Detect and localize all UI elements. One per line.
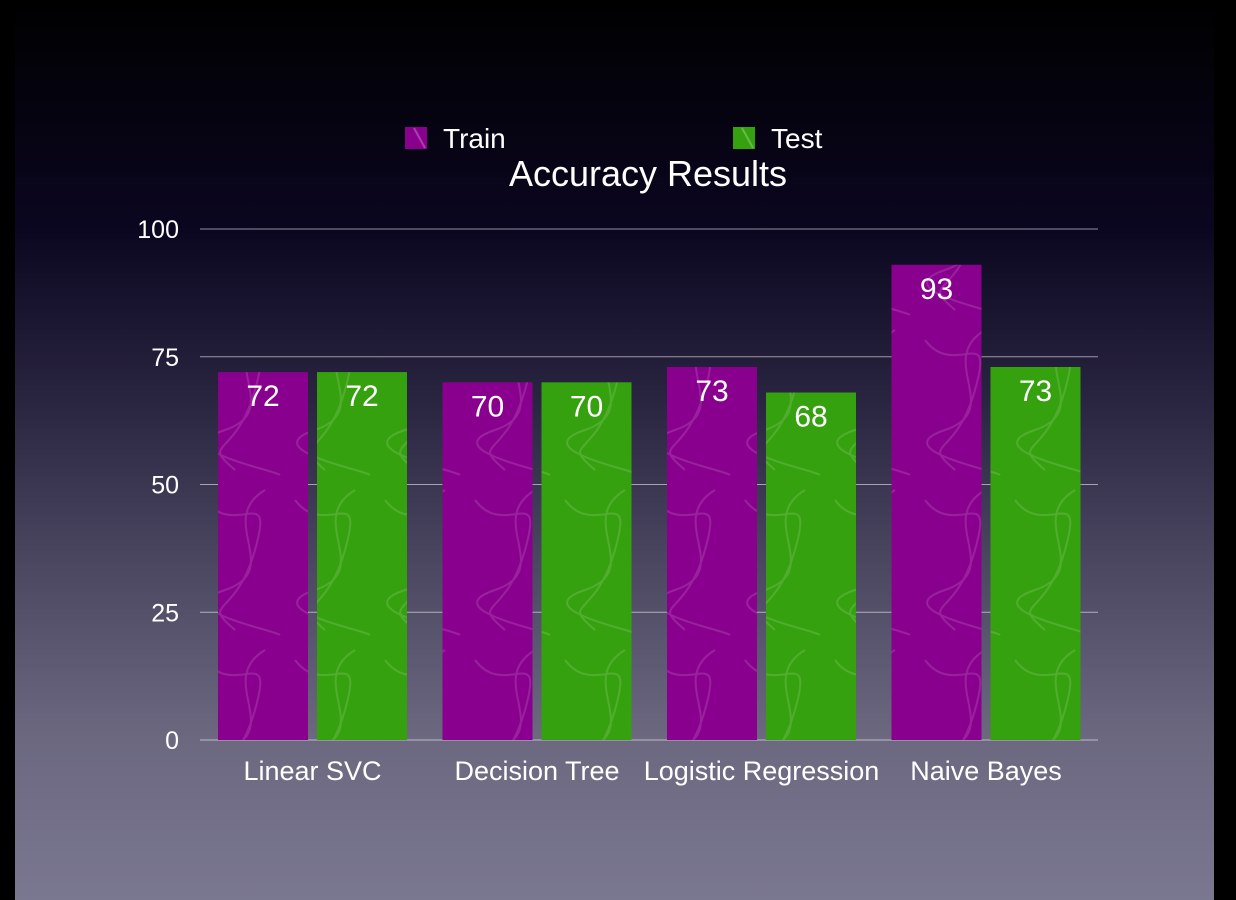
- bar-texture: [766, 392, 856, 740]
- text-layer: Accuracy Results 0 25 50 75 100 72 72 Linear SV…: [137, 153, 1062, 786]
- legend-label: Train: [443, 123, 506, 154]
- legend-swatch: [405, 127, 427, 149]
- legend-swatch: [733, 127, 755, 149]
- accuracy-bar-chart: Accuracy Results 0 25 50 75 100 72 72 Linear SV…: [137, 123, 1098, 786]
- y-tick-label: 50: [151, 472, 179, 500]
- data-label: 73: [1019, 375, 1052, 408]
- chart-title: Accuracy Results: [509, 153, 787, 194]
- legend-label: Test: [771, 123, 823, 154]
- data-label: 93: [920, 273, 953, 306]
- x-tick-label: Logistic Regression: [644, 756, 880, 786]
- data-label: 68: [794, 401, 827, 434]
- data-label: 72: [246, 380, 279, 413]
- bar-texture: [990, 366, 1081, 740]
- x-tick-label: Linear SVC: [243, 756, 381, 786]
- slide-background: Accuracy Results 0 25 50 75 100 72 72 Linear SV…: [15, 0, 1214, 900]
- bar-texture: [317, 372, 407, 740]
- bar-texture: [442, 382, 533, 740]
- bar-texture: [541, 382, 632, 740]
- legend-swatch-texture: [413, 127, 426, 149]
- legend-swatch-texture: [741, 127, 754, 149]
- y-tick-label: 25: [151, 599, 179, 627]
- bar-texture: [667, 366, 757, 740]
- data-label: 70: [570, 390, 603, 423]
- x-tick-label: Decision Tree: [454, 756, 619, 786]
- x-tick-label: Naive Bayes: [910, 756, 1062, 786]
- bar-texture: [891, 264, 982, 740]
- bar-layer: [218, 264, 1081, 740]
- y-tick-label: 75: [151, 344, 179, 372]
- data-label: 72: [345, 380, 378, 413]
- y-tick-label: 0: [165, 727, 179, 755]
- y-tick-label: 100: [137, 216, 179, 244]
- bar-texture: [218, 372, 308, 740]
- legend: Train Test: [405, 123, 823, 154]
- data-label: 70: [471, 390, 504, 423]
- data-label: 73: [695, 375, 728, 408]
